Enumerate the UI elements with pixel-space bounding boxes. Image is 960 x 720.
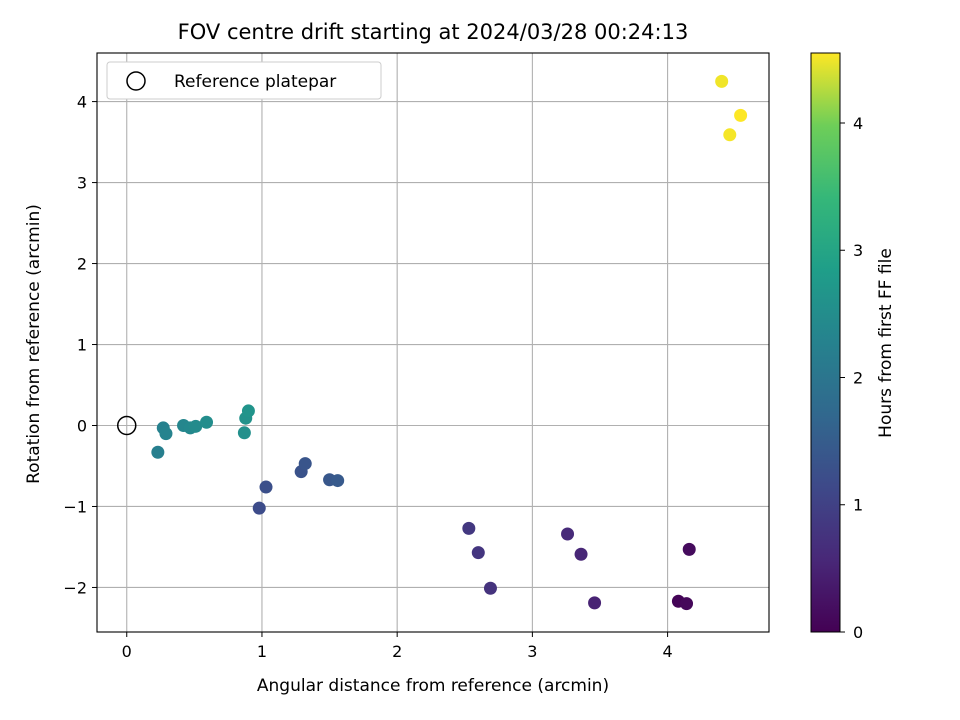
legend-marker-icon — [126, 71, 146, 91]
axis-ticks: 0 1 2 3 4 −2 −1 0 1 2 3 4 — [63, 93, 672, 661]
data-point — [241, 404, 255, 418]
chart-title: FOV centre drift starting at 2024/03/28 … — [178, 20, 689, 44]
data-point — [298, 457, 312, 471]
colorbar-label: Hours from first FF file — [876, 248, 896, 438]
y-tick-label: 0 — [77, 417, 87, 436]
x-tick-label: 1 — [257, 642, 267, 661]
x-tick-label: 0 — [122, 642, 132, 661]
data-point — [159, 427, 173, 441]
data-point — [331, 474, 345, 488]
legend-entry-reference: Reference platepar — [174, 72, 336, 92]
data-points — [151, 74, 748, 611]
y-axis-label: Rotation from reference (arcmin) — [24, 204, 44, 484]
data-point — [588, 596, 602, 610]
plot-frame — [96, 52, 770, 633]
y-tick-label: 1 — [77, 336, 87, 355]
colorbar-tick-label: 3 — [853, 241, 863, 260]
data-point — [259, 480, 273, 494]
x-axis-label: Angular distance from reference (arcmin) — [257, 676, 609, 696]
x-tick-label: 2 — [392, 642, 402, 661]
data-point — [723, 128, 737, 142]
y-tick-label: 2 — [77, 255, 87, 274]
data-point — [574, 547, 588, 561]
data-point — [680, 597, 694, 611]
data-point — [483, 581, 497, 595]
reference-platepar-marker — [116, 415, 137, 436]
colorbar-ticks: 0 1 2 3 4 — [840, 114, 863, 642]
data-point — [462, 521, 476, 535]
data-point — [151, 445, 165, 459]
y-tick-label: −1 — [63, 497, 87, 516]
data-point — [237, 426, 251, 440]
data-point — [561, 527, 575, 541]
y-tick-label: 3 — [77, 174, 87, 193]
x-tick-label: 3 — [527, 642, 537, 661]
y-tick-label: 4 — [77, 93, 87, 112]
grid — [97, 53, 769, 632]
plot-background — [97, 53, 769, 632]
colorbar-tick-label: 1 — [853, 496, 863, 515]
colorbar-tick-label: 0 — [853, 623, 863, 642]
data-point — [471, 546, 485, 560]
legend-box — [106, 61, 382, 100]
y-tick-label: −2 — [63, 578, 87, 597]
data-point — [734, 108, 748, 122]
colorbar-gradient — [810, 52, 841, 633]
data-point — [682, 542, 696, 556]
colorbar: 0 1 2 3 4 Hours from first FF file — [810, 52, 896, 642]
colorbar-tick-label: 4 — [853, 114, 863, 133]
data-point — [189, 419, 203, 433]
colorbar-tick-label: 2 — [853, 368, 863, 387]
data-point — [200, 415, 214, 429]
legend: Reference platepar — [106, 61, 382, 100]
data-point — [715, 74, 729, 88]
data-point — [252, 501, 266, 515]
x-tick-label: 4 — [662, 642, 672, 661]
